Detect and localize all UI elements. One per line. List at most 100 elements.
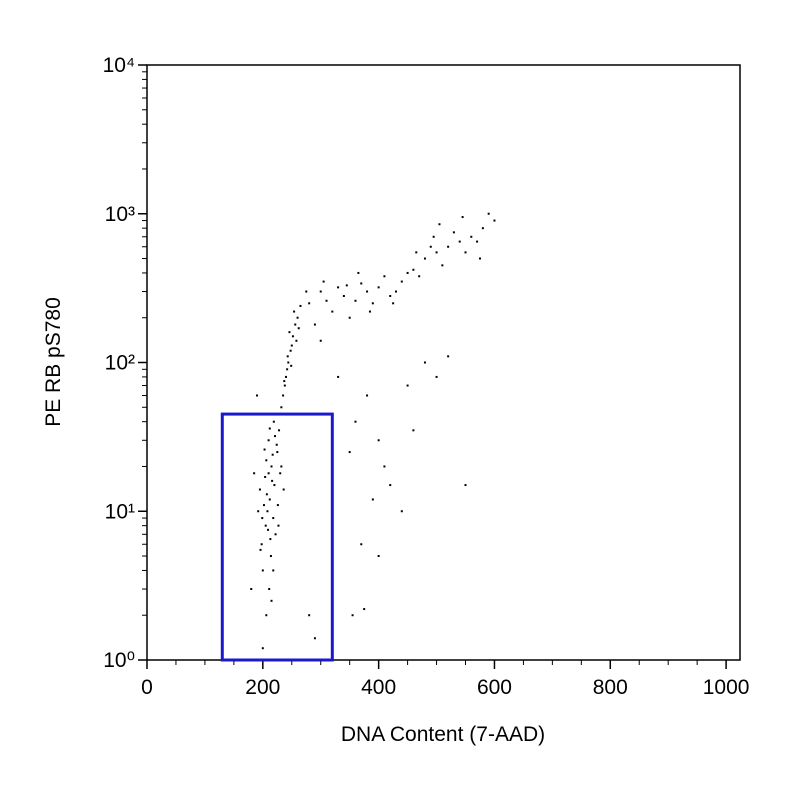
point [464, 484, 467, 487]
point [291, 335, 294, 338]
point [267, 528, 270, 531]
y-tick-label: 10⁴ [103, 54, 135, 77]
point [299, 304, 302, 307]
point [481, 227, 484, 230]
point [435, 251, 438, 254]
x-tick-label: 0 [141, 676, 153, 699]
point [294, 323, 297, 326]
point [377, 286, 380, 289]
point [337, 375, 340, 378]
point [264, 524, 267, 527]
point [357, 271, 360, 274]
point [272, 420, 275, 423]
point [265, 493, 268, 496]
point [438, 223, 441, 226]
point [368, 310, 371, 313]
point [261, 517, 264, 520]
point [297, 327, 300, 330]
point [308, 614, 311, 617]
point [280, 465, 283, 468]
point [351, 614, 354, 617]
point [275, 443, 278, 446]
point [305, 290, 308, 293]
x-tick-label: 400 [361, 676, 396, 699]
point [268, 427, 271, 430]
y-axis-title: PE RB pS780 [42, 297, 65, 427]
point [319, 339, 322, 342]
point [478, 257, 481, 260]
point [283, 380, 286, 383]
x-tick-label: 200 [245, 676, 280, 699]
point [461, 216, 464, 219]
point [354, 420, 357, 423]
point [415, 251, 418, 254]
point [432, 235, 435, 238]
point [423, 257, 426, 260]
point [406, 384, 409, 387]
point [260, 543, 263, 546]
point [287, 361, 290, 364]
point [371, 498, 374, 501]
point [322, 280, 325, 283]
point [400, 510, 403, 513]
point [423, 361, 426, 364]
point [284, 375, 287, 378]
point [493, 219, 496, 222]
point [325, 299, 328, 302]
point [392, 302, 395, 305]
point [261, 647, 264, 650]
point [412, 268, 415, 271]
point [272, 569, 275, 572]
point [267, 472, 270, 475]
point [313, 323, 316, 326]
point [295, 339, 298, 342]
point [363, 608, 366, 611]
point [278, 429, 281, 432]
point [331, 310, 334, 313]
point [383, 465, 386, 468]
point [257, 510, 260, 513]
point [348, 316, 351, 319]
point [276, 504, 279, 507]
point [290, 344, 293, 347]
point [345, 284, 348, 287]
point [250, 588, 253, 591]
point [276, 451, 279, 454]
x-axis-title: DNA Content (7-AAD) [341, 723, 545, 746]
point [261, 569, 264, 572]
point [267, 439, 270, 442]
point [487, 212, 490, 215]
point [279, 472, 282, 475]
point [282, 488, 285, 491]
y-tick-label: 10⁰ [103, 649, 135, 672]
point [266, 510, 269, 513]
point [383, 275, 386, 278]
x-tick-label: 800 [593, 676, 628, 699]
point [293, 310, 296, 313]
point [272, 517, 275, 520]
point [342, 294, 345, 297]
point [360, 543, 363, 546]
point [269, 555, 272, 558]
point [308, 302, 311, 305]
point [313, 637, 316, 640]
point [476, 240, 479, 243]
point [447, 245, 450, 248]
point [406, 271, 409, 274]
point [458, 240, 461, 243]
point [282, 394, 285, 397]
y-tick-label: 10³ [105, 203, 135, 226]
point [348, 451, 351, 454]
y-tick-label: 10¹ [105, 500, 135, 523]
point [286, 355, 289, 358]
point [273, 435, 276, 438]
point [337, 286, 340, 289]
point [263, 448, 266, 451]
point [447, 355, 450, 358]
gate [220, 412, 334, 662]
point [259, 548, 262, 551]
point [389, 484, 392, 487]
point [290, 364, 293, 367]
point [253, 472, 256, 475]
point [270, 599, 273, 602]
